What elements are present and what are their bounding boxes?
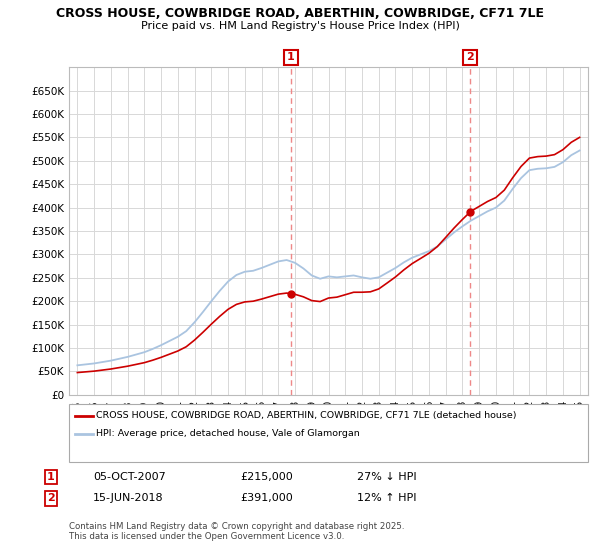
Text: 27% ↓ HPI: 27% ↓ HPI: [357, 472, 416, 482]
Text: 1: 1: [47, 472, 55, 482]
Text: CROSS HOUSE, COWBRIDGE ROAD, ABERTHIN, COWBRIDGE, CF71 7LE (detached house): CROSS HOUSE, COWBRIDGE ROAD, ABERTHIN, C…: [96, 411, 517, 420]
Text: 2: 2: [466, 52, 474, 62]
Text: £391,000: £391,000: [240, 493, 293, 503]
Text: Contains HM Land Registry data © Crown copyright and database right 2025.
This d: Contains HM Land Registry data © Crown c…: [69, 522, 404, 542]
Text: 15-JUN-2018: 15-JUN-2018: [93, 493, 164, 503]
Text: HPI: Average price, detached house, Vale of Glamorgan: HPI: Average price, detached house, Vale…: [96, 430, 360, 438]
Text: 05-OCT-2007: 05-OCT-2007: [93, 472, 166, 482]
Text: 1: 1: [287, 52, 295, 62]
Text: £215,000: £215,000: [240, 472, 293, 482]
Text: CROSS HOUSE, COWBRIDGE ROAD, ABERTHIN, COWBRIDGE, CF71 7LE: CROSS HOUSE, COWBRIDGE ROAD, ABERTHIN, C…: [56, 7, 544, 20]
Text: 12% ↑ HPI: 12% ↑ HPI: [357, 493, 416, 503]
Text: 2: 2: [47, 493, 55, 503]
Text: Price paid vs. HM Land Registry's House Price Index (HPI): Price paid vs. HM Land Registry's House …: [140, 21, 460, 31]
